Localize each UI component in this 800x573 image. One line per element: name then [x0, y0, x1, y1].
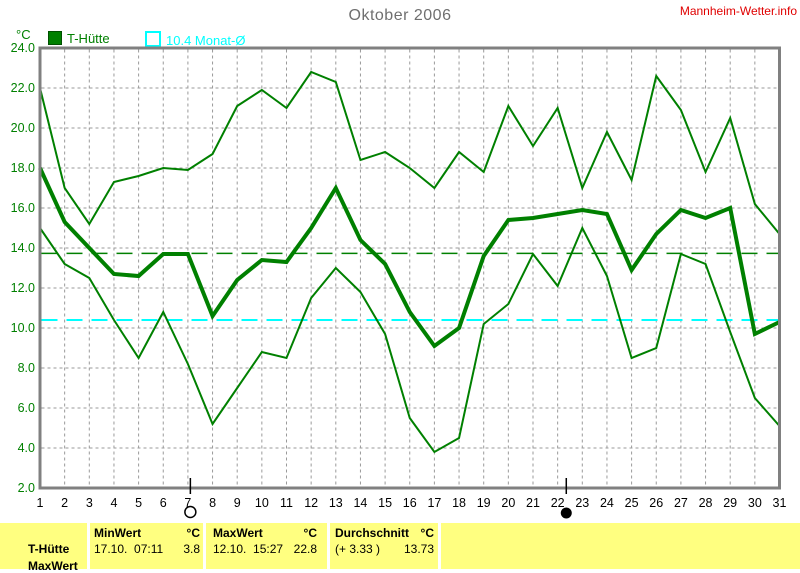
x-tick-label: 10 [254, 496, 269, 510]
moon-full-icon [184, 505, 197, 519]
x-tick-label: 23 [575, 496, 590, 510]
y-tick-label: 4.0 [17, 441, 35, 455]
legend-swatch-green-icon [48, 31, 62, 45]
x-tick-label: 7 [184, 496, 192, 510]
y-tick-label: 10.0 [10, 321, 35, 335]
x-tick-label: 22 [550, 496, 565, 510]
temperature-chart [38, 46, 781, 519]
info-panel-col-maxwert: MaxWert °C 12.10. 15:27 22.8 [213, 523, 317, 569]
series-mittel-line [38, 167, 781, 349]
durchschnitt-offset: (+ 3.33 ) [335, 542, 381, 556]
panel-divider [438, 523, 441, 569]
x-tick-label: 11 [280, 496, 293, 510]
y-tick-label: 18.0 [10, 161, 35, 175]
x-tick-label: 13 [328, 496, 343, 510]
x-tick-label: 16 [402, 496, 417, 510]
x-tick-label: 18 [452, 496, 466, 510]
durchschnitt-unit: °C [420, 526, 434, 540]
x-tick-label: 28 [698, 496, 713, 510]
x-tick-label: 15 [378, 496, 393, 510]
info-panel-col-minwert: MinWert °C 17.10. 07:11 3.8 [94, 523, 200, 569]
maxwert-header: MaxWert [213, 526, 263, 540]
cut-off-row-label: MaxWert [28, 559, 78, 573]
legend-label: 10.4 Monat-Ø [166, 33, 246, 48]
panel-divider [327, 523, 330, 569]
x-tick-label: 26 [649, 496, 664, 510]
y-tick-label: 24.0 [10, 41, 35, 55]
y-tick-label: 16.0 [10, 201, 35, 215]
x-tick-label: 30 [747, 496, 762, 510]
x-tick-label: 8 [209, 496, 217, 510]
y-tick-label: 14.0 [10, 241, 35, 255]
sensor-label: T-Hütte [28, 542, 70, 556]
info-panel-col-sensor: T-Hütte MaxWert [0, 523, 88, 573]
minwert-datetime: 17.10. 07:11 [94, 542, 164, 556]
series-min-line [39, 225, 781, 454]
x-tick-label: 1 [36, 496, 44, 510]
x-tick-label: 25 [624, 496, 639, 510]
maxwert-datetime: 12.10. 15:27 [213, 542, 284, 556]
series-max-line [39, 70, 781, 235]
x-tick-label: 3 [85, 496, 93, 510]
info-panel-col-durchschnitt: Durchschnitt °C (+ 3.33 ) 13.73 [335, 523, 434, 569]
legend-item-monat-avg: 10.4 Monat-Ø [145, 31, 246, 48]
y-tick-label: 2.0 [17, 481, 35, 495]
minwert-value: 3.8 [183, 542, 200, 556]
x-tick-label: 5 [135, 496, 143, 510]
panel-divider [87, 523, 90, 569]
minwert-header: MinWert [94, 526, 142, 540]
maxwert-value: 22.8 [293, 542, 317, 556]
x-tick-label: 4 [110, 496, 118, 510]
x-tick-label: 21 [526, 496, 540, 510]
y-tick-label: 6.0 [17, 401, 35, 415]
x-tick-label: 6 [159, 496, 167, 510]
minwert-unit: °C [186, 526, 200, 540]
plot-border [38, 46, 781, 490]
legend-item-t-huette: T-Hütte [48, 31, 110, 46]
panel-divider [203, 523, 206, 569]
x-tick-label: 29 [723, 496, 738, 510]
page-title: Oktober 2006 [348, 7, 452, 24]
x-tick-label: 12 [304, 496, 319, 510]
info-panel: T-Hütte MaxWert MinWert °C 17.10. 07:11 … [0, 523, 800, 573]
durchschnitt-value: 13.73 [403, 542, 434, 556]
x-tick-label: 9 [233, 496, 241, 510]
x-tick-label: 2 [61, 496, 69, 510]
durchschnitt-header: Durchschnitt [335, 526, 410, 540]
maxwert-unit: °C [303, 526, 317, 540]
y-tick-label: 8.0 [17, 361, 35, 375]
y-tick-label: 20.0 [10, 121, 35, 135]
x-tick-label: 14 [353, 496, 368, 510]
x-tick-label: 31 [772, 496, 787, 510]
x-tick-label: 17 [427, 496, 442, 510]
y-axis-unit-label: °C [16, 27, 31, 42]
y-tick-label: 22.0 [10, 81, 35, 95]
x-tick-label: 19 [476, 496, 491, 510]
legend-label: T-Hütte [67, 31, 110, 46]
legend-swatch-cyan-icon [145, 31, 161, 47]
y-tick-label: 12.0 [10, 281, 35, 295]
x-tick-label: 20 [501, 496, 516, 510]
brand-link[interactable]: Mannheim-Wetter.info [679, 4, 797, 18]
x-tick-label: 24 [599, 496, 614, 510]
moon-new-icon [560, 507, 572, 519]
x-tick-label: 27 [673, 496, 688, 510]
